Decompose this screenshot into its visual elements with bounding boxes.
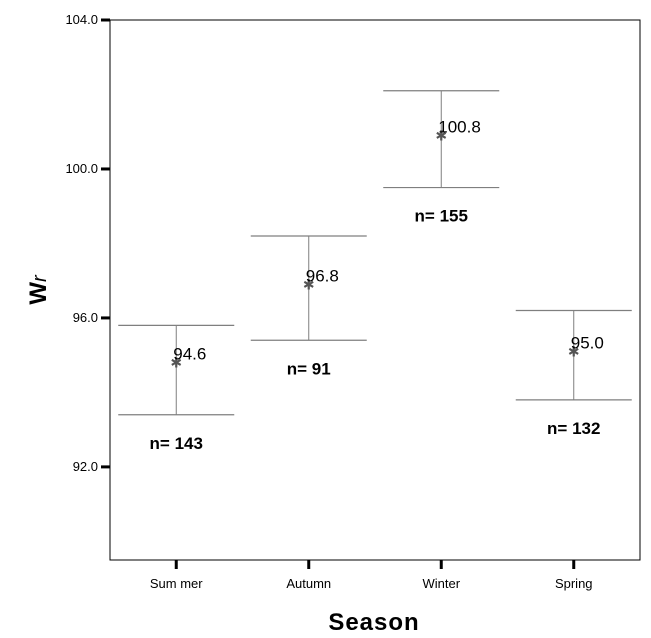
y-tick-label: 92.0 (73, 459, 98, 474)
y-axis-title: Wr (25, 274, 52, 305)
x-tick-label: Autumn (286, 576, 331, 591)
y-tick-label: 104.0 (65, 12, 98, 27)
svg-text:Wr: Wr (25, 274, 52, 305)
mean-label: 95.0 (571, 333, 604, 352)
mean-marker: ✱ (303, 277, 315, 293)
x-axis-title: Season (328, 609, 419, 636)
mean-label: 96.8 (306, 266, 339, 285)
errorbar-group: ✱94.6 n= 143 (118, 324, 235, 453)
errorbar-group: ✱96.8 n= 91 (250, 235, 367, 378)
n-label: n= 155 (415, 207, 468, 226)
y-axis-title-main: W (25, 282, 52, 305)
mean-marker: ✱ (170, 356, 182, 372)
x-axis: Sum mer Autumn Winter Spring (150, 560, 593, 591)
mean-label: 100.8 (438, 117, 481, 136)
y-tick-label: 96.0 (73, 310, 98, 325)
plot-frame (109, 19, 641, 561)
n-label: n= 143 (150, 434, 203, 453)
n-label: n= 132 (547, 419, 600, 438)
x-tick-label: Winter (422, 576, 460, 591)
y-axis-title-sub: r (29, 274, 51, 282)
n-label: n= 91 (287, 359, 331, 378)
y-tick-label: 100.0 (65, 161, 98, 176)
x-tick-label: Sum mer (150, 576, 203, 591)
y-axis: 92.0 96.0 100.0 104.0 (65, 12, 110, 474)
errorbar-group: ✱100.8 n= 155 (383, 90, 500, 226)
mean-marker: ✱ (435, 128, 447, 144)
x-tick-label: Spring (555, 576, 593, 591)
mean-label: 94.6 (173, 345, 206, 364)
mean-marker: ✱ (568, 344, 580, 360)
series: ✱94.6n= 143✱96.8n= 91✱100.8n= 155✱95.0n=… (118, 90, 632, 453)
errorbar-group: ✱95.0 n= 132 (515, 309, 632, 438)
